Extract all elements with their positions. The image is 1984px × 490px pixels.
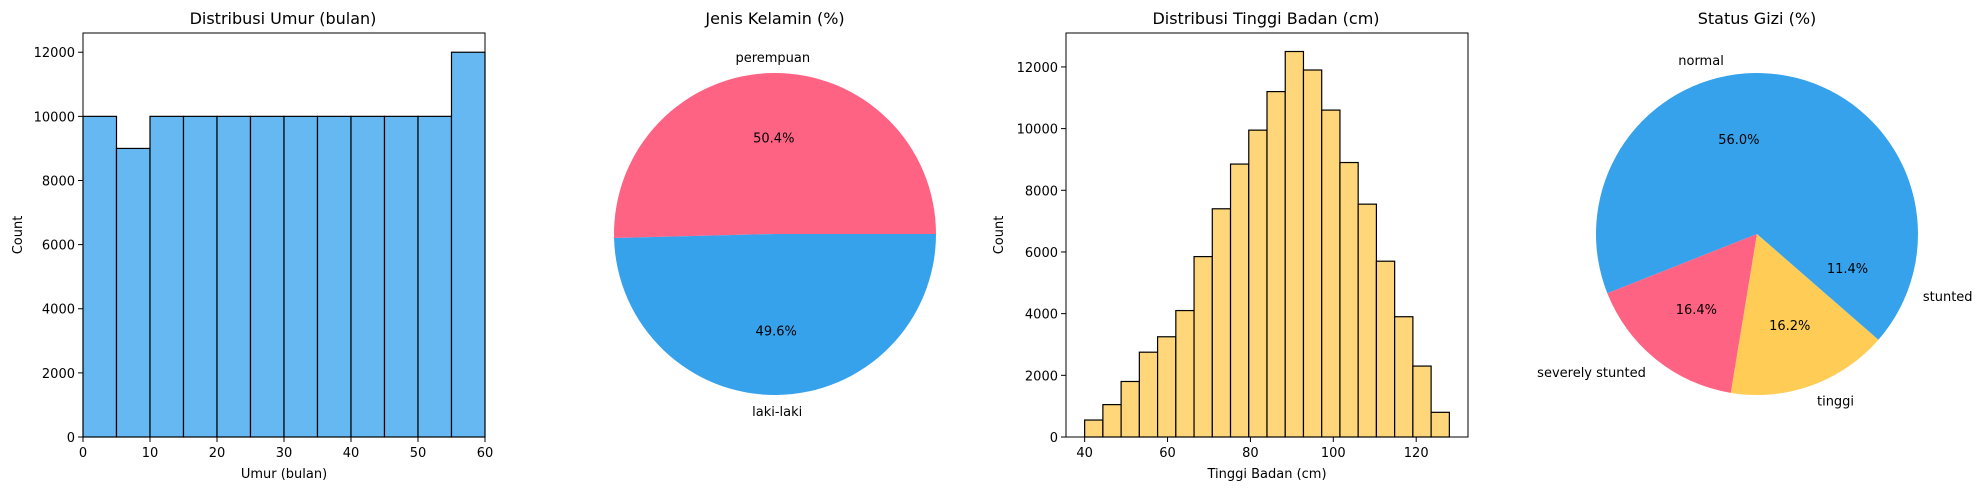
age-bar (82, 115, 118, 438)
height-chart-title: Distribusi Tinggi Badan (cm) (1152, 9, 1379, 28)
age-bar (383, 115, 419, 438)
height-bar (1302, 69, 1323, 438)
age-x-tick-label: 0 (79, 446, 87, 461)
age-x-axis-label: Umur (bulan) (241, 467, 327, 482)
gender-slice-percent: 50.4% (753, 131, 794, 146)
gender-slice-label: perempuan (735, 51, 810, 66)
height-bar (1211, 208, 1232, 438)
age-histogram: Distribusi Umur (bulan) 0 10 20 30 40 50 60 0 2… (11, 9, 493, 482)
height-x-tick-label: 80 (1242, 446, 1259, 461)
nutrition-slice (1757, 234, 1918, 340)
gender-slice-label: laki-laki (752, 405, 802, 420)
height-bar (1284, 50, 1305, 438)
height-x-tick-label: 120 (1404, 446, 1429, 461)
height-bar (1193, 255, 1213, 438)
age-y-tick-label: 0 (67, 431, 75, 446)
height-bar (1357, 203, 1378, 438)
age-x-tick-label: 40 (343, 446, 360, 461)
height-y-tick-label: 4000 (1025, 308, 1058, 323)
height-bar (1248, 129, 1268, 438)
height-y-tick-label: 0 (1050, 431, 1058, 446)
nutrition-slice-label: normal (1678, 54, 1724, 69)
age-y-tick-label: 2000 (42, 367, 75, 382)
age-x-tick-label: 50 (410, 446, 427, 461)
age-bar (283, 115, 319, 438)
height-x-tick-label: 60 (1159, 446, 1176, 461)
age-bar (417, 115, 453, 438)
height-x-tick-label: 40 (1076, 446, 1093, 461)
age-bar (450, 51, 486, 438)
nutrition-slice (1607, 234, 1757, 393)
height-bar (1412, 365, 1432, 438)
age-y-tick-label: 12000 (34, 46, 75, 61)
height-bar (1266, 90, 1286, 438)
nutrition-slice-percent: 11.4% (1827, 262, 1868, 277)
nutrition-slice (1596, 72, 1918, 294)
height-bar (1375, 260, 1396, 438)
age-x-tick-label: 10 (142, 446, 159, 461)
age-bar (115, 147, 151, 438)
nutrition-slice-label: stunted (1923, 290, 1973, 305)
nutrition-chart-title: Status Gizi (%) (1698, 9, 1817, 28)
height-x-axis-label: Tinggi Badan (cm) (1206, 467, 1326, 482)
height-bar (1138, 351, 1159, 438)
height-y-tick-label: 10000 (1017, 123, 1058, 138)
age-y-axis-label: Count (11, 216, 26, 255)
age-bar (182, 115, 218, 438)
height-bar (1102, 404, 1122, 438)
height-y-tick-label: 12000 (1017, 61, 1058, 76)
height-y-tick-label: 2000 (1025, 369, 1058, 384)
gender-pie: Jenis Kelamin (%) perempuan 50.4% laki-lak… (614, 9, 936, 420)
nutrition-slice-percent: 56.0% (1718, 133, 1759, 148)
age-y-tick-label: 6000 (42, 239, 75, 254)
gender-slice (614, 73, 936, 239)
age-x-tick-label: 20 (209, 446, 226, 461)
nutrition-slice (1730, 234, 1879, 395)
height-plot-frame (1065, 32, 1469, 438)
age-x-tick-label: 60 (477, 446, 494, 461)
age-y-tick-label: 4000 (42, 303, 75, 318)
height-bar (1394, 316, 1414, 438)
age-y-tick-label: 10000 (34, 110, 75, 125)
height-y-tick-label: 6000 (1025, 246, 1058, 261)
nutrition-slice-percent: 16.4% (1676, 303, 1717, 318)
height-histogram: Distribusi Tinggi Badan (cm) 40 60 80 100 12… (992, 9, 1469, 482)
height-y-axis-label: Count (992, 216, 1007, 255)
gender-slice-percent: 49.6% (756, 325, 797, 340)
age-x-tick-label: 30 (276, 446, 293, 461)
age-bar (350, 115, 386, 438)
gender-slice (614, 234, 936, 396)
height-bar (1084, 419, 1104, 438)
age-chart-title: Distribusi Umur (bulan) (190, 9, 377, 28)
nutrition-slice-label: tinggi (1817, 395, 1854, 410)
age-bar (216, 115, 252, 438)
height-bar (1229, 163, 1250, 438)
nutrition-slice-label: severely stunted (1537, 366, 1646, 381)
age-bar (249, 115, 285, 438)
age-bar (149, 115, 185, 438)
nutrition-pie: Status Gizi (%) normal 56.0% severely stun… (1537, 9, 1972, 410)
age-bar (316, 115, 352, 438)
nutrition-slice-percent: 16.2% (1769, 319, 1810, 334)
height-bar (1321, 109, 1341, 438)
age-y-tick-label: 8000 (42, 174, 75, 189)
gender-chart-title: Jenis Kelamin (%) (704, 9, 844, 28)
height-y-tick-label: 8000 (1025, 184, 1058, 199)
height-bar (1339, 161, 1359, 438)
height-bar (1430, 411, 1450, 438)
height-bar (1175, 309, 1195, 438)
height-bar (1156, 336, 1177, 438)
height-x-tick-label: 100 (1321, 446, 1346, 461)
height-bar (1120, 380, 1140, 438)
